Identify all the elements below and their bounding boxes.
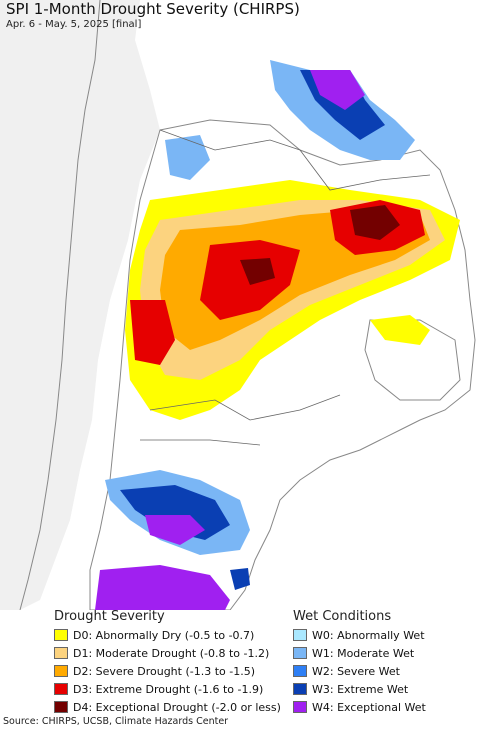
wet-legend: W0: Abnormally Wet W1: Moderate Wet W2: … [293, 626, 426, 716]
chile-region [0, 0, 160, 610]
wet-patch-nw [165, 135, 210, 180]
wet-legend-heading: Wet Conditions [293, 609, 392, 624]
drought-d0-uruguay [370, 315, 430, 345]
border-paraguay [299, 149, 431, 191]
legend-label-w2: W2: Severe Wet [312, 664, 400, 678]
legend-item-w4: W4: Exceptional Wet [293, 698, 426, 716]
legend-item-w0: W0: Abnormally Wet [293, 626, 426, 644]
coastline-pacific [19, 0, 101, 610]
drought-legend: D0: Abnormally Dry (-0.5 to -0.7) D1: Mo… [54, 626, 281, 716]
drought-legend-heading: Drought Severity [54, 609, 165, 624]
legend-item-w2: W2: Severe Wet [293, 662, 426, 680]
swatch-w3 [293, 683, 307, 695]
legend-label-d4: D4: Exceptional Drought (-2.0 or less) [73, 700, 281, 714]
exceptional-wet-patagonia [145, 515, 205, 545]
border-north [159, 129, 301, 151]
legend-label-w3: W3: Extreme Wet [312, 682, 409, 696]
swatch-w0 [293, 629, 307, 641]
swatch-w2 [293, 665, 307, 677]
source-credit: Source: CHIRPS, UCSB, Climate Hazards Ce… [3, 716, 229, 727]
drought-map [0, 0, 476, 610]
border-patagonia [140, 439, 261, 446]
legend-item-w1: W1: Moderate Wet [293, 644, 426, 662]
legend-label-w4: W4: Exceptional Wet [312, 700, 426, 714]
legend-item-d2: D2: Severe Drought (-1.3 to -1.5) [54, 662, 281, 680]
legend-label-w1: W1: Moderate Wet [312, 646, 415, 660]
swatch-d2 [54, 665, 68, 677]
exceptional-wet-south [95, 565, 230, 610]
legend-label-d2: D2: Severe Drought (-1.3 to -1.5) [73, 664, 256, 678]
legend-item-w3: W3: Extreme Wet [293, 680, 426, 698]
border-provinces [149, 394, 341, 421]
legend-item-d4: D4: Exceptional Drought (-2.0 or less) [54, 698, 281, 716]
legend-item-d1: D1: Moderate Drought (-0.8 to -1.2) [54, 644, 281, 662]
map-subtitle: Apr. 6 - May. 5, 2025 [final] [6, 19, 142, 30]
swatch-d3 [54, 683, 68, 695]
exceptional-wet-north [310, 70, 365, 110]
legend-label-d0: D0: Abnormally Dry (-0.5 to -0.7) [73, 628, 255, 642]
drought-d4-central [240, 258, 275, 285]
drought-d4-northeast [350, 205, 400, 240]
map-title: SPI 1-Month Drought Severity (CHIRPS) [6, 0, 300, 18]
legend-label-w0: W0: Abnormally Wet [312, 628, 425, 642]
extreme-wet-coast [230, 568, 250, 590]
swatch-d1 [54, 647, 68, 659]
swatch-w4 [293, 701, 307, 713]
legend-label-d3: D3: Extreme Drought (-1.6 to -1.9) [73, 682, 264, 696]
legend-label-d1: D1: Moderate Drought (-0.8 to -1.2) [73, 646, 270, 660]
swatch-w1 [293, 647, 307, 659]
swatch-d4 [54, 701, 68, 713]
drought-d3-west [130, 300, 175, 365]
extreme-wet-patagonia [120, 485, 230, 540]
legend-item-d0: D0: Abnormally Dry (-0.5 to -0.7) [54, 626, 281, 644]
swatch-d0 [54, 629, 68, 641]
legend-item-d3: D3: Extreme Drought (-1.6 to -1.9) [54, 680, 281, 698]
